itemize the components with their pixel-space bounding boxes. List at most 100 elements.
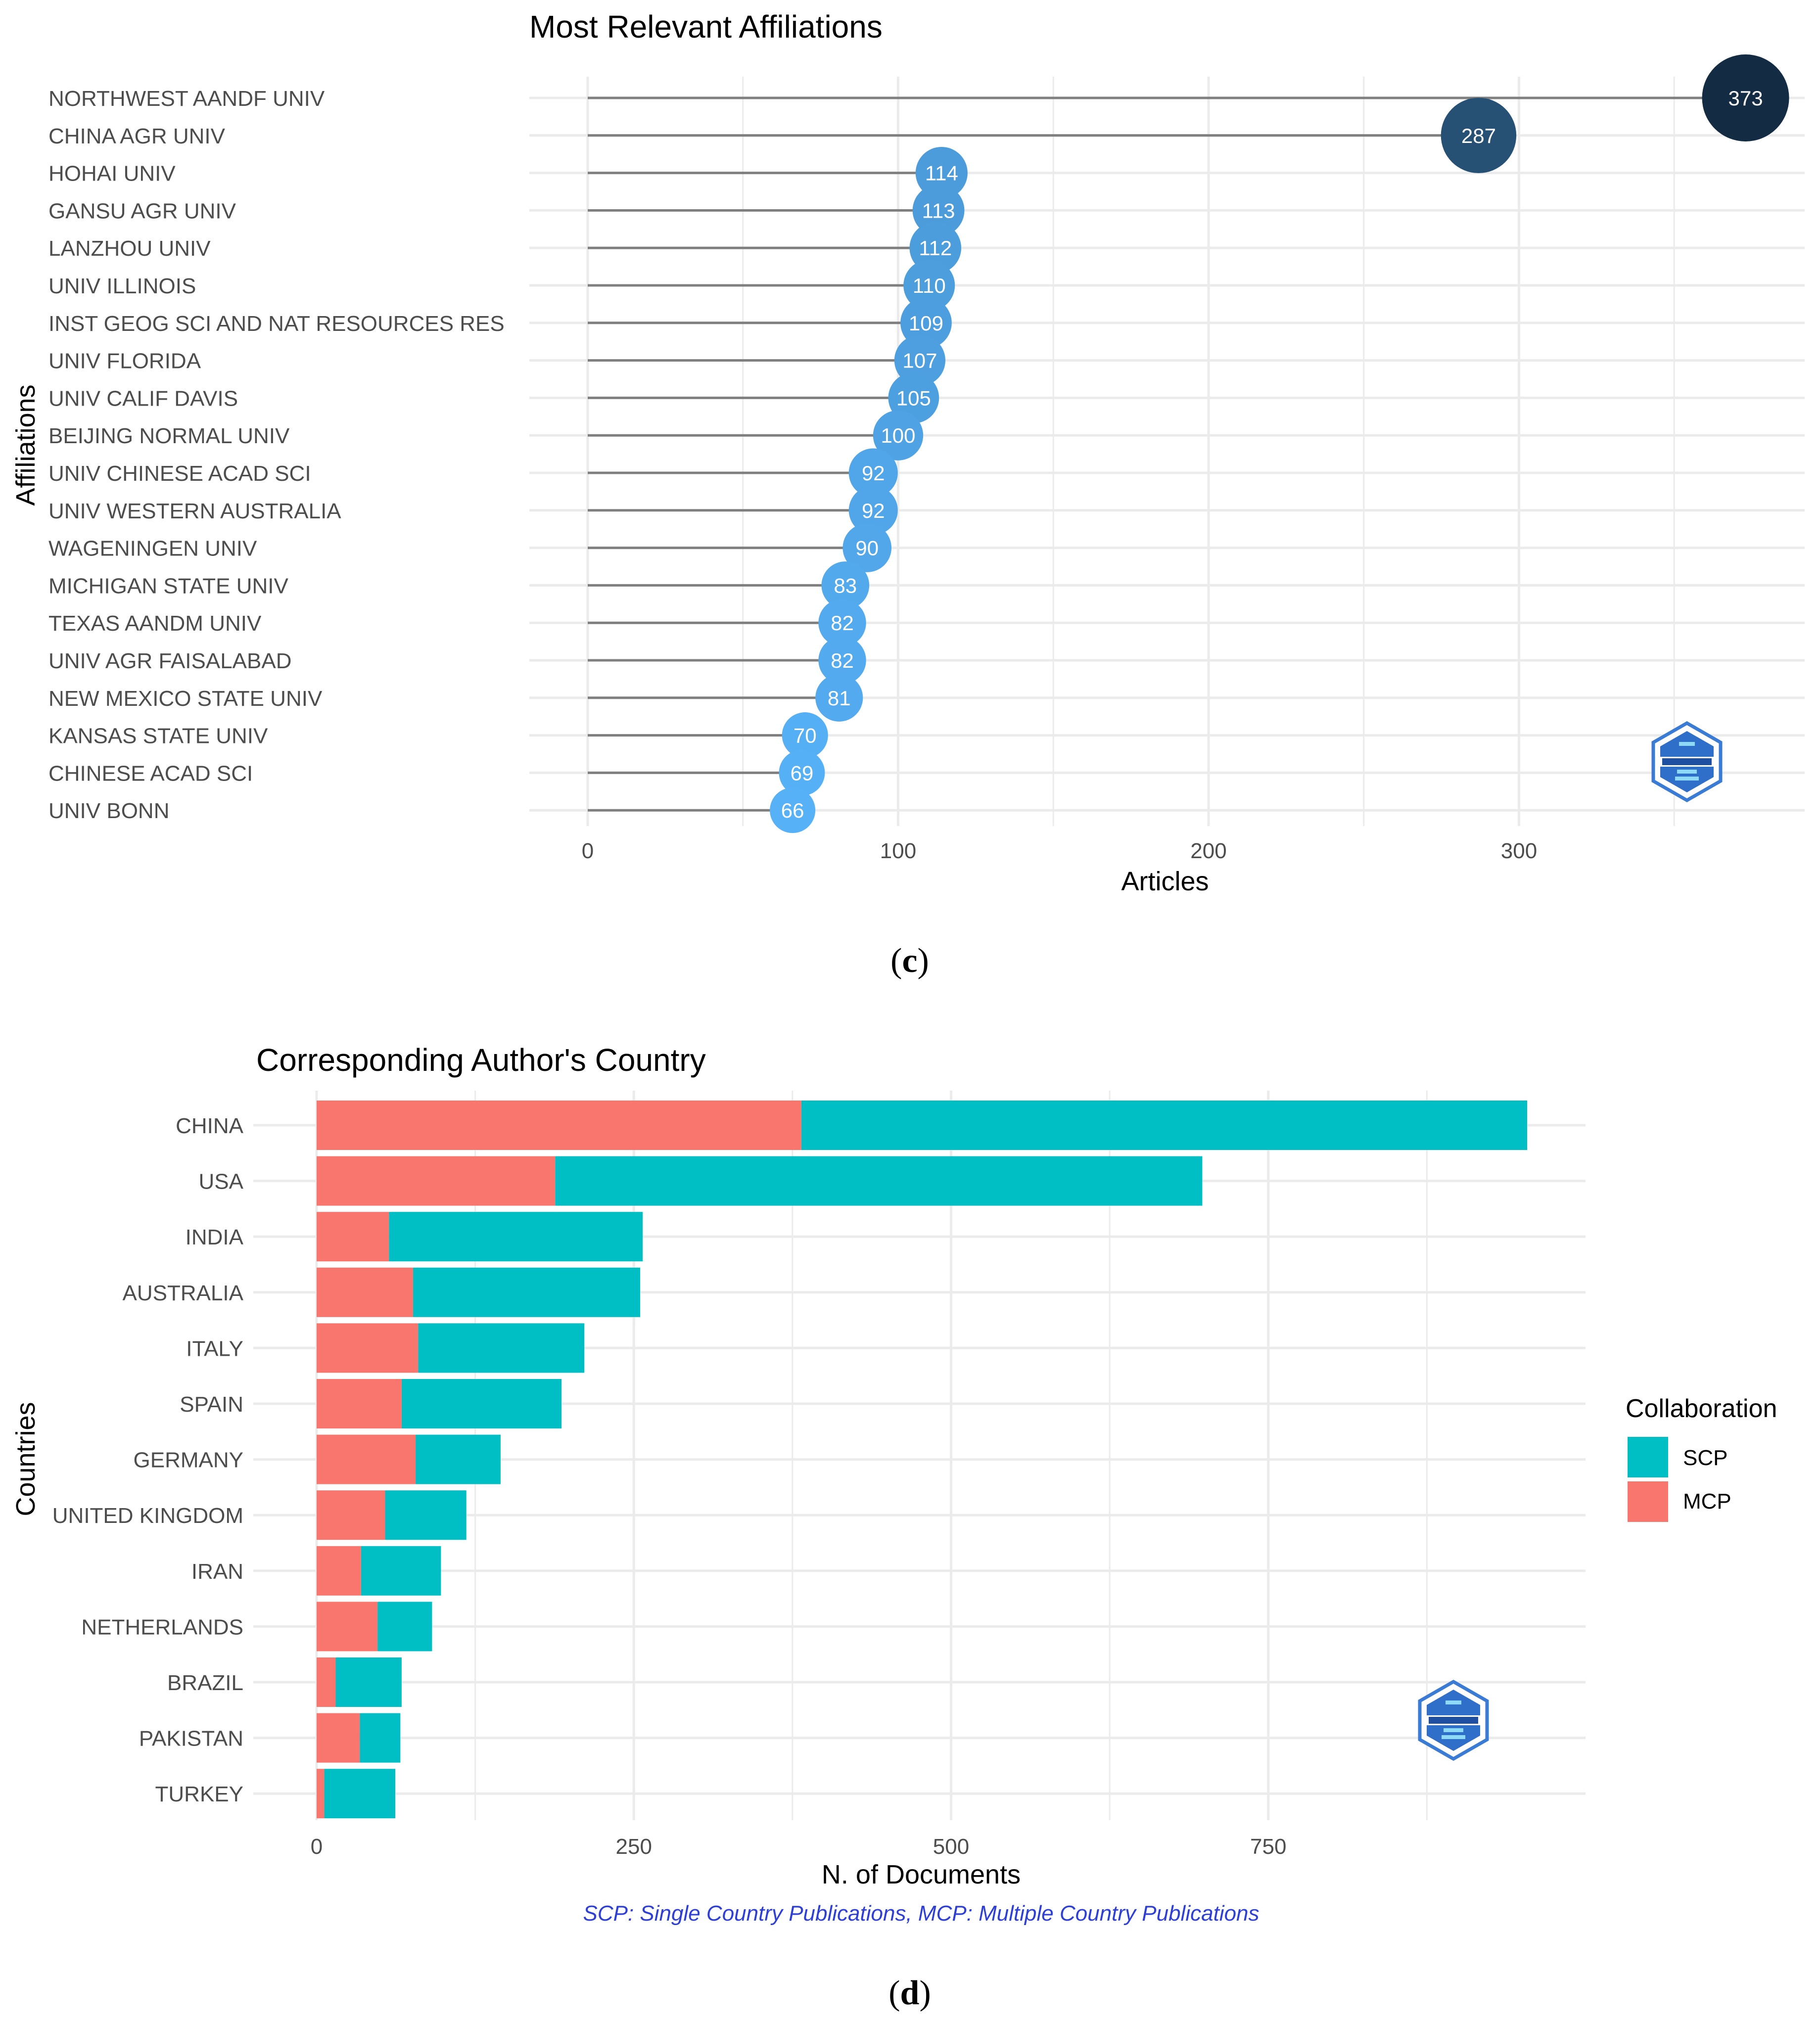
legend-label-mcp: MCP [1683,1489,1731,1514]
affiliation-category-label: UNIV BONN [48,799,169,823]
affiliation-category-label: UNIV ILLINOIS [48,274,196,298]
affiliation-data-label: 70 [793,724,817,747]
affiliation-category-label: LANZHOU UNIV [48,236,211,261]
affiliation-data-label: 113 [922,199,955,222]
bar-mcp [317,1490,385,1540]
affiliations-x-tick-label: 100 [880,839,916,863]
countries-tick-labels: 0 250 500 750 [311,1835,1287,1859]
affiliation-data-label: 105 [896,386,931,410]
affiliation-category-label: INST GEOG SCI AND NAT RESOURCES RES [48,312,505,336]
bar-mcp [317,1713,360,1763]
affiliation-dot [903,259,955,312]
affiliation-dot [848,448,898,498]
affiliation-category-label: NORTHWEST AANDF UNIV [48,87,325,111]
affiliation-data-label: 287 [1461,124,1496,147]
country-category-label: AUSTRALIA [122,1281,243,1305]
country-category-label: ITALY [186,1336,243,1361]
affiliation-data-label: 81 [828,687,851,710]
bar-scp [413,1267,641,1317]
affiliation-dot [815,674,863,722]
affiliation-category-label: MICHIGAN STATE UNIV [48,574,288,598]
affiliation-dot [873,410,924,460]
countries-bars [317,1101,1528,1819]
affiliations-x-tick-label: 300 [1501,839,1537,863]
bar-scp [555,1156,1203,1206]
country-category-label: IRAN [191,1560,243,1584]
affiliation-dot [1441,97,1517,174]
affiliations-stems [588,96,1746,812]
affiliation-category-label: UNIV FLORIDA [48,349,201,373]
affiliations-x-axis-label: Articles [1121,867,1209,896]
affiliation-data-label: 109 [909,312,943,335]
countries-x-axis-label: N. of Documents [822,1860,1021,1889]
affiliation-category-label: CHINESE ACAD SCI [48,761,253,785]
bar-mcp [317,1379,402,1428]
affiliation-dot [900,297,952,349]
affiliation-category-label: KANSAS STATE UNIV [48,724,268,748]
countries-y-axis-label: Countries [11,1402,41,1516]
bar-scp [401,1379,562,1428]
countries-x-tick-label: 0 [311,1835,323,1859]
country-category-label: BRAZIL [167,1671,243,1695]
affiliation-dot [912,184,965,236]
legend-swatch-scp [1628,1437,1668,1477]
bar-mcp [317,1323,419,1373]
bar-scp [324,1769,396,1819]
bibliometrix-logo-icon [1418,1679,1489,1761]
affiliation-data-label: 112 [919,236,952,260]
bar-scp [389,1212,643,1262]
affiliation-dot [821,561,870,609]
countries-title: Corresponding Author's Country [256,1042,706,1078]
caption-d: (d) [888,1974,931,2012]
affiliation-data-label: 110 [913,274,946,297]
affiliation-data-label: 90 [855,537,879,560]
affiliations-x-tick-label: 200 [1190,839,1226,863]
bar-scp [385,1490,467,1540]
bar-scp [361,1546,441,1596]
affiliation-dot [894,334,946,386]
country-category-label: NETHERLANDS [81,1615,243,1639]
country-category-label: TURKEY [155,1782,243,1806]
caption-c: (c) [890,942,929,980]
affiliation-data-label: 373 [1728,87,1763,110]
affiliation-category-label: GANSU AGR UNIV [48,199,236,223]
affiliations-title: Most Relevant Affiliations [529,9,883,45]
bar-mcp [317,1657,336,1707]
bar-mcp [317,1434,416,1484]
affiliation-dot [848,486,898,535]
affiliation-data-label: 69 [791,761,814,784]
affiliation-dot [770,787,816,833]
affiliation-category-label: BEIJING NORMAL UNIV [48,424,290,448]
affiliation-dot [1702,54,1789,141]
bar-mcp [317,1267,413,1317]
affiliation-dot [818,636,866,685]
collaboration-legend: Collaboration SCP MCP [1626,1394,1777,1522]
bar-mcp [317,1602,378,1652]
legend-swatch-mcp [1628,1481,1668,1522]
affiliation-category-label: NEW MEXICO STATE UNIV [48,687,323,711]
legend-title: Collaboration [1626,1394,1777,1423]
bar-mcp [317,1156,556,1206]
affiliation-dot [818,599,866,647]
affiliation-category-label: CHINA AGR UNIV [48,124,226,148]
bar-mcp [317,1212,389,1262]
affiliation-category-label: UNIV WESTERN AUSTRALIA [48,499,341,523]
affiliation-dot [915,147,968,199]
bar-mcp [317,1546,361,1596]
affiliation-category-label: UNIV AGR FAISALABAD [48,649,292,673]
affiliations-y-axis-label: Affiliations [11,384,41,506]
country-category-label: UNITED KINGDOM [52,1504,243,1528]
bar-scp [418,1323,585,1373]
country-category-label: INDIA [186,1225,244,1249]
country-category-label: CHINA [176,1114,244,1138]
affiliations-dots: 373 287 114 113 112 110 109 107 105 100 92 92 90 83 82… [770,54,1789,833]
affiliations-chart: 373 287 114 113 112 110 109 107 105 100 92 92 90 83 82… [11,9,1805,980]
affiliation-dot [779,749,825,796]
affiliation-data-label: 82 [831,649,854,672]
legend-label-scp: SCP [1683,1446,1727,1470]
countries-x-tick-label: 500 [933,1835,969,1859]
affiliation-category-label: HOHAI UNIV [48,162,176,186]
affiliation-category-label: TEXAS AANDM UNIV [48,611,262,636]
affiliations-x-tick-label: 0 [582,839,594,863]
